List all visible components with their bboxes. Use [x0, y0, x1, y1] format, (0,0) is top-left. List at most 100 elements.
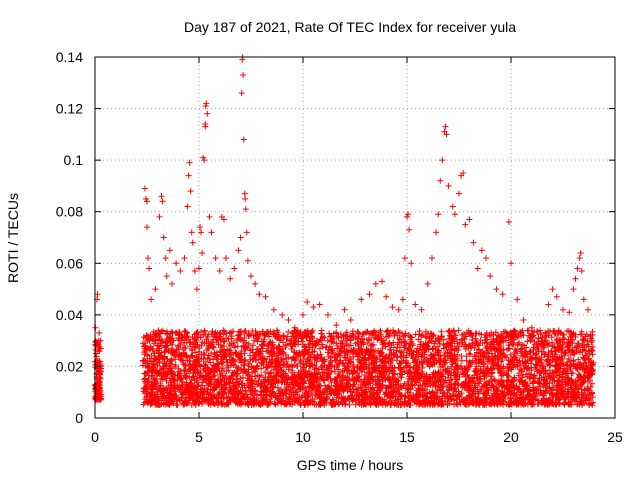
data-point [318, 330, 325, 337]
data-point [159, 198, 166, 205]
data-point [158, 193, 165, 200]
data-point [234, 343, 241, 350]
data-point [355, 385, 362, 392]
data-point [160, 234, 167, 241]
data-point [483, 344, 490, 351]
data-point [348, 393, 355, 400]
data-point [152, 286, 159, 293]
data-point [442, 379, 449, 386]
data-point [274, 335, 281, 342]
data-point [171, 363, 178, 370]
data-point [252, 328, 259, 335]
data-point [279, 378, 286, 385]
data-point [475, 360, 482, 367]
data-point [168, 280, 175, 287]
data-point [193, 286, 200, 293]
data-point [550, 343, 557, 350]
data-point [334, 362, 341, 369]
data-point [156, 213, 163, 220]
data-point [386, 365, 393, 372]
data-point [285, 328, 292, 335]
data-point [416, 358, 423, 365]
data-point [92, 361, 99, 368]
data-point [576, 394, 583, 401]
data-point [346, 401, 353, 408]
data-point [374, 335, 381, 342]
data-point [250, 342, 257, 349]
data-point [327, 333, 334, 340]
data-point [397, 353, 404, 360]
data-point [148, 296, 155, 303]
data-point [166, 247, 173, 254]
data-point [219, 365, 226, 372]
data-point [516, 379, 523, 386]
data-point [438, 333, 445, 340]
data-point [141, 185, 148, 192]
data-point [503, 354, 510, 361]
data-point [476, 373, 483, 380]
data-point [561, 336, 568, 343]
data-point [519, 374, 526, 381]
data-point [96, 329, 103, 336]
data-point [96, 368, 103, 375]
data-point [313, 337, 320, 344]
data-point [173, 260, 180, 267]
data-point [255, 335, 262, 342]
data-point [92, 350, 99, 357]
data-point [189, 239, 196, 246]
data-point [449, 343, 456, 350]
data-point [396, 348, 403, 355]
data-point [245, 340, 252, 347]
data-point [165, 383, 172, 390]
data-point [405, 369, 412, 376]
data-point [569, 370, 576, 377]
data-point [95, 395, 102, 402]
data-point [517, 389, 524, 396]
data-point [311, 348, 318, 355]
data-point [188, 229, 195, 236]
data-point [328, 379, 335, 386]
data-point [448, 363, 455, 370]
data-point [270, 384, 277, 391]
data-point [158, 336, 165, 343]
data-point [471, 353, 478, 360]
data-point [589, 351, 596, 358]
data-point [448, 340, 455, 347]
data-point [156, 345, 163, 352]
data-point [438, 328, 445, 335]
data-point [145, 255, 152, 262]
data-point [184, 357, 191, 364]
data-point [177, 268, 184, 275]
data-point [218, 401, 225, 408]
data-point [230, 339, 237, 346]
data-point [358, 387, 365, 394]
data-point [146, 337, 153, 344]
data-point [162, 255, 169, 262]
data-point [181, 361, 188, 368]
data-point [205, 382, 212, 389]
data-point [403, 362, 410, 369]
data-point [466, 358, 473, 365]
data-point [181, 255, 188, 262]
data-point [187, 188, 194, 195]
data-point [526, 370, 533, 377]
data-point [565, 327, 572, 334]
data-point [484, 358, 491, 365]
data-point [507, 351, 514, 358]
data-point [242, 327, 249, 334]
data-point [313, 358, 320, 365]
data-point [355, 329, 362, 336]
data-point [396, 336, 403, 343]
data-point [472, 335, 479, 342]
data-point [217, 348, 224, 355]
data-point [146, 265, 153, 272]
data-point [279, 389, 286, 396]
data-point [144, 224, 150, 231]
data-point [148, 358, 155, 365]
data-point [585, 343, 592, 350]
chart-title: Day 187 of 2021, Rate Of TEC Index for r… [184, 19, 516, 35]
data-point [335, 400, 342, 407]
data-point [304, 327, 311, 334]
data-point [390, 327, 397, 334]
data-point [182, 328, 189, 335]
